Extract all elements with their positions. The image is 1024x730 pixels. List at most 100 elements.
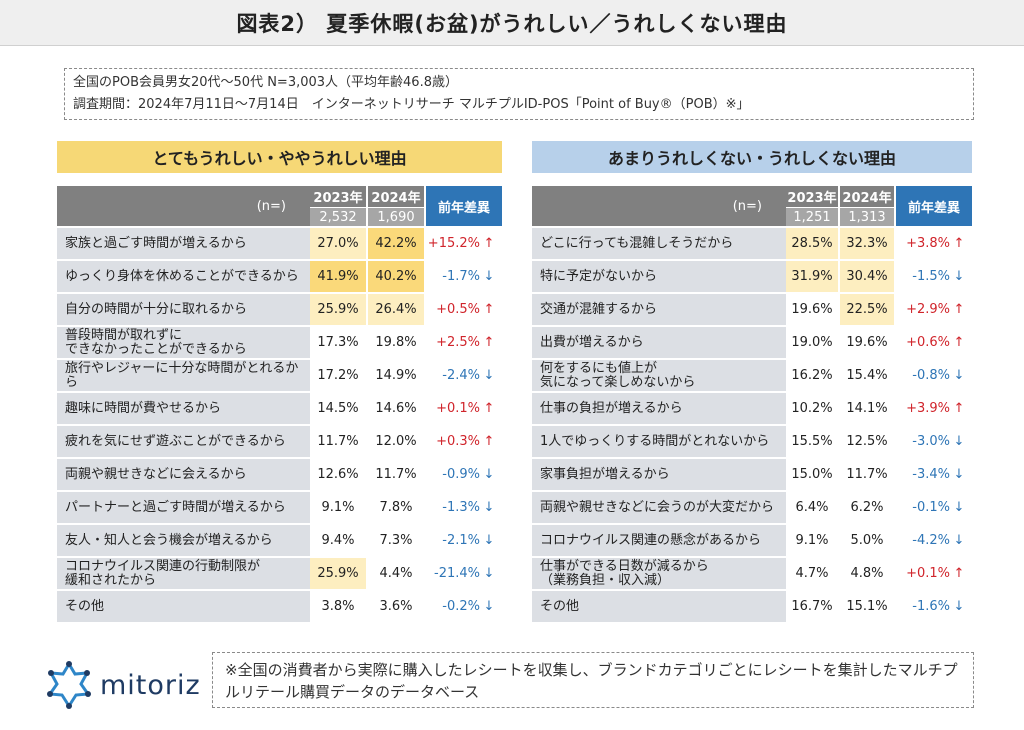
table-row: 自分の時間が十分に取れるから 25.9% 26.4% +0.5% ↑ — [57, 294, 502, 327]
value-2024: 42.2% — [368, 228, 426, 261]
arrow-down-icon: ↓ — [953, 500, 965, 515]
reason-label: 旅行やレジャーに十分な時間がとれるから — [57, 360, 310, 393]
year-over-year-diff: -1.5% ↓ — [896, 261, 972, 294]
table-row: 疲れを気にせず遊ぶことができるから 11.7% 12.0% +0.3% ↑ — [57, 426, 502, 459]
unhappy-reasons-table: (n=) 2023年 2024年 前年差異 1,251 1,313 どこに行って… — [532, 186, 972, 624]
year-over-year-diff: -0.9% ↓ — [426, 459, 502, 492]
value-2024: 14.9% — [368, 360, 426, 393]
year-over-year-diff: +0.3% ↑ — [426, 426, 502, 459]
value-2024: 11.7% — [840, 459, 896, 492]
table-row: パートナーと過ごす時間が増えるから 9.1% 7.8% -1.3% ↓ — [57, 492, 502, 525]
table-row: 1人でゆっくりする時間がとれないから 15.5% 12.5% -3.0% ↓ — [532, 426, 972, 459]
year-over-year-diff: -3.4% ↓ — [896, 459, 972, 492]
arrow-up-icon: ↑ — [953, 236, 965, 251]
table-row: その他 3.8% 3.6% -0.2% ↓ — [57, 591, 502, 624]
arrow-down-icon: ↓ — [483, 500, 495, 515]
happy-reasons-table: (n=) 2023年 2024年 前年差異 2,532 1,690 家族と過ごす… — [57, 186, 502, 624]
year-2023-header: 2023年 — [310, 186, 368, 208]
reason-label: 疲れを気にせず遊ぶことができるから — [57, 426, 310, 459]
title-bar: 図表2） 夏季休暇(お盆)がうれしい／うれしくない理由 — [0, 0, 1024, 46]
year-over-year-diff: -3.0% ↓ — [896, 426, 972, 459]
value-2024: 6.2% — [840, 492, 896, 525]
value-2023: 28.5% — [786, 228, 840, 261]
value-2023: 15.5% — [786, 426, 840, 459]
value-2024: 12.5% — [840, 426, 896, 459]
year-over-year-diff: -4.2% ↓ — [896, 525, 972, 558]
value-2023: 11.7% — [310, 426, 368, 459]
value-2023: 31.9% — [786, 261, 840, 294]
logo-text: mitoriz — [100, 669, 201, 701]
arrow-up-icon: ↑ — [953, 401, 965, 416]
diff-value: +2.9% — [906, 302, 950, 317]
year-over-year-diff: -1.7% ↓ — [426, 261, 502, 294]
survey-info-box: 全国のPOB会員男女20代～50代 N=3,003人（平均年齢46.8歳） 調査… — [64, 68, 974, 120]
reason-label: コロナウイルス関連の行動制限が 緩和されたから — [57, 558, 310, 591]
value-2023: 17.3% — [310, 327, 368, 360]
table-row: 何をするにも値上が 気になって楽しめないから 16.2% 15.4% -0.8% ↓ — [532, 360, 972, 393]
table-row: その他 16.7% 15.1% -1.6% ↓ — [532, 591, 972, 624]
reason-label: 自分の時間が十分に取れるから — [57, 294, 310, 327]
diff-value: +15.2% — [427, 236, 480, 251]
table-row: 出費が増えるから 19.0% 19.6% +0.6% ↑ — [532, 327, 972, 360]
arrow-down-icon: ↓ — [483, 269, 495, 284]
reason-label: 仕事の負担が増えるから — [532, 393, 786, 426]
diff-value: -4.2% — [912, 533, 950, 548]
value-2023: 10.2% — [786, 393, 840, 426]
value-2023: 9.1% — [310, 492, 368, 525]
table-row: 家族と過ごす時間が増えるから 27.0% 42.2% +15.2% ↑ — [57, 228, 502, 261]
arrow-down-icon: ↓ — [483, 566, 495, 581]
reason-label: パートナーと過ごす時間が増えるから — [57, 492, 310, 525]
reason-label: その他 — [532, 591, 786, 624]
arrow-down-icon: ↓ — [953, 269, 965, 284]
diff-value: -1.7% — [442, 269, 480, 284]
n-2024: 1,690 — [368, 208, 426, 228]
arrow-up-icon: ↑ — [483, 335, 495, 350]
table-row: 友人・知人と会う機会が増えるから 9.4% 7.3% -2.1% ↓ — [57, 525, 502, 558]
value-2023: 19.6% — [786, 294, 840, 327]
table-row: コロナウイルス関連の懸念があるから 9.1% 5.0% -4.2% ↓ — [532, 525, 972, 558]
reason-label: 何をするにも値上が 気になって楽しめないから — [532, 360, 786, 393]
diff-value: +0.5% — [436, 302, 480, 317]
value-2024: 4.4% — [368, 558, 426, 591]
year-over-year-diff: +2.5% ↑ — [426, 327, 502, 360]
value-2024: 3.6% — [368, 591, 426, 624]
arrow-down-icon: ↓ — [953, 599, 965, 614]
value-2024: 5.0% — [840, 525, 896, 558]
arrow-up-icon: ↑ — [953, 566, 965, 581]
n-label: (n=) — [532, 186, 786, 228]
diff-value: -0.1% — [912, 500, 950, 515]
table-row: 交通が混雑するから 19.6% 22.5% +2.9% ↑ — [532, 294, 972, 327]
value-2024: 40.2% — [368, 261, 426, 294]
diff-value: -0.8% — [912, 368, 950, 383]
logo-star-icon — [47, 661, 91, 709]
value-2023: 6.4% — [786, 492, 840, 525]
year-over-year-diff: +0.6% ↑ — [896, 327, 972, 360]
arrow-down-icon: ↓ — [953, 467, 965, 482]
value-2024: 7.8% — [368, 492, 426, 525]
value-2024: 15.4% — [840, 360, 896, 393]
reason-label: 趣味に時間が費やせるから — [57, 393, 310, 426]
table-row: どこに行っても混雑しそうだから 28.5% 32.3% +3.8% ↑ — [532, 228, 972, 261]
survey-info-line-2: 調査期間：2024年7月11日～7月14日 インターネットリサーチ マルチプルI… — [73, 97, 750, 112]
n-2023: 2,532 — [310, 208, 368, 228]
arrow-down-icon: ↓ — [483, 467, 495, 482]
table-row: 仕事ができる日数が減るから （業務負担・収入減） 4.7% 4.8% +0.1% ↑ — [532, 558, 972, 591]
value-2023: 15.0% — [786, 459, 840, 492]
value-2023: 27.0% — [310, 228, 368, 261]
arrow-down-icon: ↓ — [483, 533, 495, 548]
year-over-year-diff: -2.1% ↓ — [426, 525, 502, 558]
value-2024: 19.8% — [368, 327, 426, 360]
value-2024: 4.8% — [840, 558, 896, 591]
diff-header: 前年差異 — [896, 186, 972, 228]
reason-label: どこに行っても混雑しそうだから — [532, 228, 786, 261]
arrow-down-icon: ↓ — [953, 533, 965, 548]
diff-value: -1.6% — [912, 599, 950, 614]
year-over-year-diff: +2.9% ↑ — [896, 294, 972, 327]
diff-value: -0.2% — [442, 599, 480, 614]
reason-label: コロナウイルス関連の懸念があるから — [532, 525, 786, 558]
table-row: コロナウイルス関連の行動制限が 緩和されたから 25.9% 4.4% -21.4% ↓ — [57, 558, 502, 591]
value-2023: 17.2% — [310, 360, 368, 393]
value-2024: 32.3% — [840, 228, 896, 261]
value-2024: 19.6% — [840, 327, 896, 360]
year-2023-header: 2023年 — [786, 186, 840, 208]
